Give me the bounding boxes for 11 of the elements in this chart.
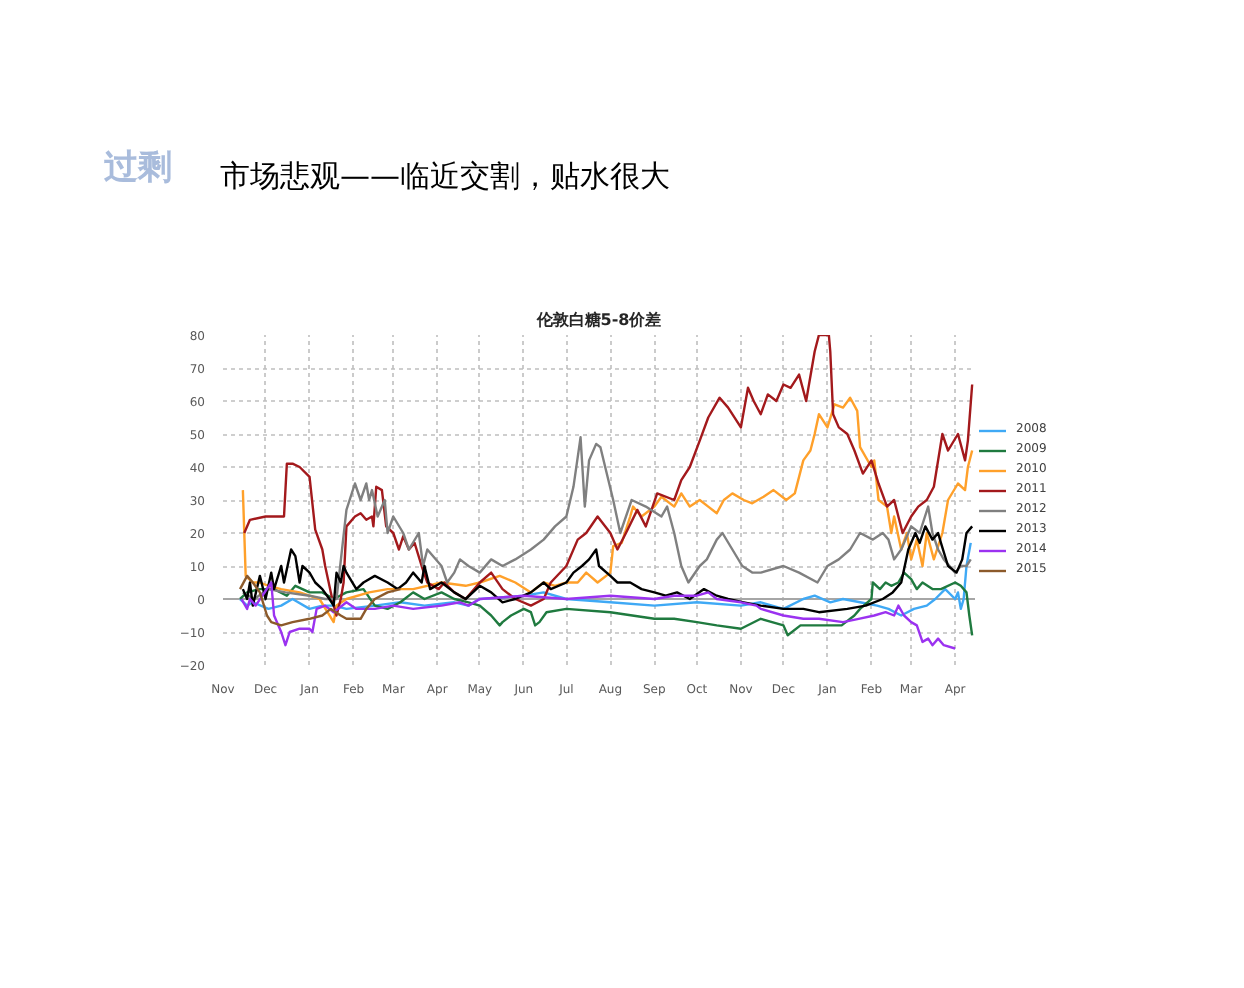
text: 过剩 — [104, 148, 172, 188]
line-series — [241, 436, 972, 601]
line-series — [238, 541, 972, 617]
line-series — [238, 571, 974, 637]
line-series — [243, 335, 974, 617]
line-series — [241, 396, 974, 624]
line-series — [241, 525, 974, 614]
line-series — [238, 574, 402, 627]
chart-title: 伦敦白糖5-8价差 — [534, 311, 662, 329]
line-series — [240, 581, 957, 650]
text: 市场悲观——临近交割，贴水很大 — [220, 158, 670, 194]
